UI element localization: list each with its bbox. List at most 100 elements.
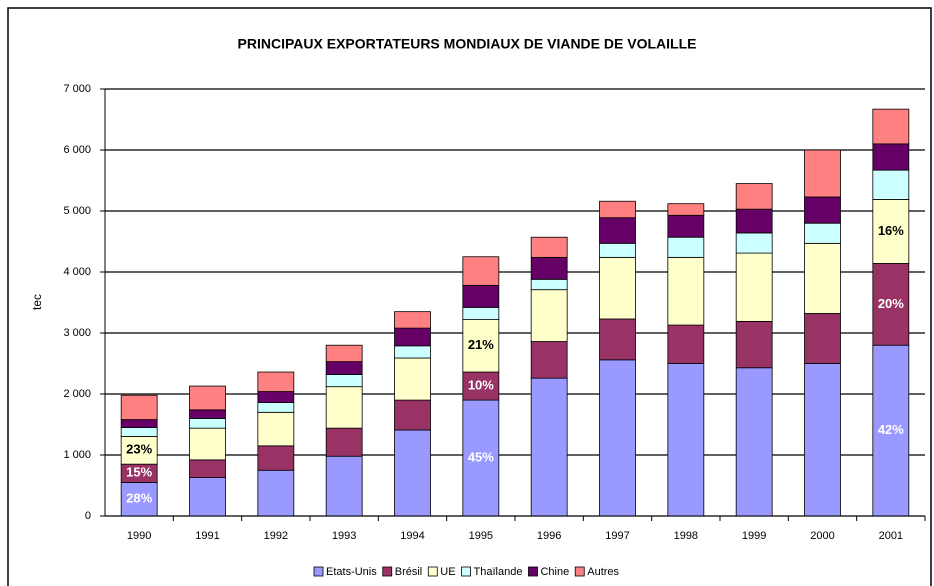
x-tick-label: 1997 [605, 530, 629, 542]
bar-segment [530, 256, 568, 280]
bar-segment [872, 108, 910, 145]
bar-segment [804, 363, 841, 517]
x-tick-label: 1996 [537, 530, 561, 542]
bar-segment [325, 386, 363, 429]
data-annotation: 15% [126, 465, 152, 480]
bar-segment [462, 306, 500, 320]
y-tick-label: 0 [85, 510, 91, 522]
bar-segment [667, 236, 705, 258]
bar-segment [120, 427, 158, 437]
bar-segment [872, 143, 910, 171]
legend-label: UE [440, 566, 455, 578]
legend-label: Etats-Unis [326, 566, 377, 578]
legend-label: Thaïlande [474, 566, 523, 578]
data-annotation: 23% [126, 442, 152, 457]
bar-segment [667, 363, 705, 517]
legend-label: Autres [587, 566, 619, 578]
bar-segment [325, 374, 363, 388]
bar-segment [804, 196, 841, 224]
legend-label: Brésil [395, 566, 423, 578]
bar-segment [530, 377, 568, 517]
bar-segment [189, 409, 226, 419]
bar-segment [325, 361, 363, 375]
x-tick-label: 1992 [264, 530, 288, 542]
bar-segment [667, 203, 705, 216]
bar-segment [735, 252, 773, 322]
bar-segment [804, 222, 841, 244]
bar-segment [599, 318, 636, 361]
bar-segment [394, 345, 431, 359]
bar-segment [257, 469, 295, 517]
chart-title: PRINCIPAUX EXPORTATEURS MONDIAUX DE VIAN… [238, 36, 697, 52]
y-tick-label: 7 000 [63, 83, 91, 95]
legend-swatch [313, 566, 324, 577]
bar-segment [189, 427, 226, 461]
bar-segment [257, 445, 295, 471]
bar-segment [120, 394, 158, 421]
bar-segment [872, 344, 910, 517]
y-tick-label: 1 000 [63, 449, 91, 461]
bar-segment [189, 385, 226, 411]
bar-segment [735, 321, 773, 369]
x-tick-label: 1991 [195, 530, 219, 542]
y-tick-label: 2 000 [63, 388, 91, 400]
bar-segment [257, 402, 295, 413]
data-annotation: 20% [878, 296, 904, 311]
data-annotation: 42% [878, 422, 904, 437]
bar-segment [804, 313, 841, 364]
legend-swatch [382, 566, 393, 577]
bar-segment [872, 263, 910, 346]
bar-segment [735, 367, 773, 517]
bar-segment [735, 232, 773, 254]
bar-segment [530, 289, 568, 342]
x-tick-label: 1998 [674, 530, 698, 542]
bar-segment [325, 455, 363, 517]
bar-segment [667, 324, 705, 364]
bar-segment [394, 429, 431, 517]
bar-segment [804, 149, 841, 198]
bar-segment [872, 169, 910, 200]
bar-segment [189, 477, 226, 517]
legend-swatch [427, 566, 438, 577]
bar-segment [462, 319, 500, 373]
bar-segment [189, 417, 226, 429]
bar-segment [667, 214, 705, 238]
bar-segment [257, 411, 295, 447]
bar-segment [189, 459, 226, 478]
bar-segment [394, 311, 431, 329]
x-tick-label: 1994 [400, 530, 424, 542]
x-tick-label: 1995 [469, 530, 493, 542]
bar-segment [599, 256, 636, 320]
data-annotation: 10% [468, 378, 494, 393]
bar-segment [462, 399, 500, 517]
data-annotation: 45% [468, 449, 494, 464]
y-tick-label: 6 000 [63, 144, 91, 156]
bar-segment [462, 285, 500, 308]
x-tick-label: 2001 [879, 530, 903, 542]
bar-segment [599, 359, 636, 517]
bar-segment [257, 391, 295, 403]
bar-segment [394, 357, 431, 401]
bar-segment [120, 482, 158, 517]
bar-segment [530, 236, 568, 258]
legend-swatch [461, 566, 471, 577]
bar-segment [120, 435, 158, 465]
legend-swatch [574, 566, 585, 577]
y-tick-label: 3 000 [63, 327, 91, 339]
bar-segment [462, 371, 500, 401]
y-axis-label: tec [30, 294, 44, 310]
bar-segment [599, 242, 636, 258]
bar-segment [325, 427, 363, 457]
legend-label: Chine [540, 566, 569, 578]
bar-segment [325, 344, 363, 363]
bar-segment [599, 200, 636, 219]
y-tick-label: 5 000 [63, 205, 91, 217]
x-tick-label: 1999 [742, 530, 766, 542]
data-annotation: 16% [878, 223, 904, 238]
bar-segment [394, 327, 431, 347]
bar-segment [530, 341, 568, 379]
x-tick-label: 1993 [332, 530, 356, 542]
data-annotation: 28% [126, 491, 152, 506]
x-tick-label: 2000 [810, 530, 834, 542]
